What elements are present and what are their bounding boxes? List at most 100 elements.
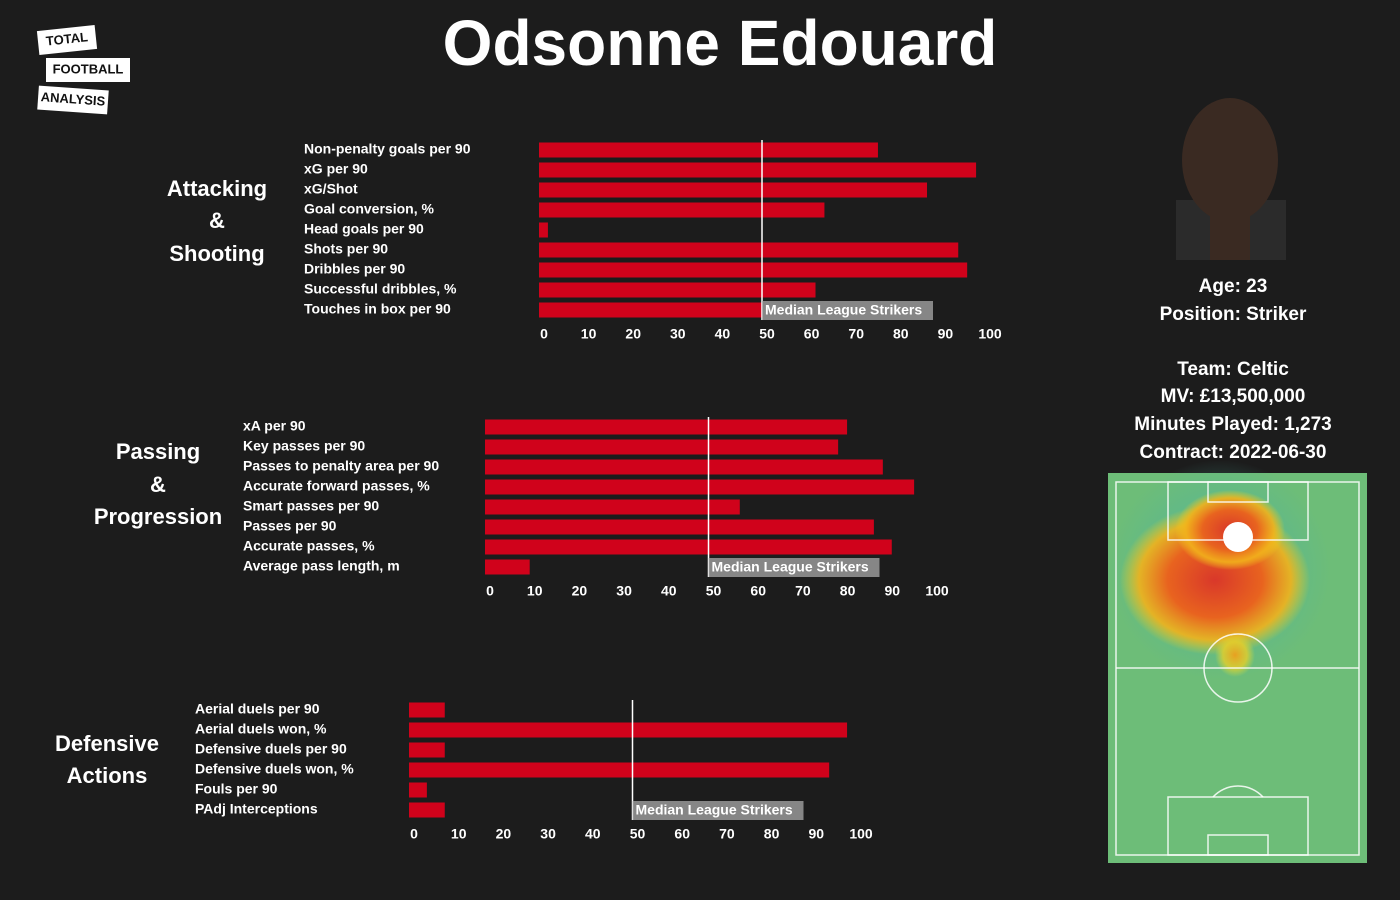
median-label: Median League Strikers [765, 302, 922, 318]
x-tick-label: 90 [809, 826, 825, 842]
category-label: Non-penalty goals per 90 [304, 141, 471, 157]
ball-marker [1223, 522, 1253, 552]
section-title: & [209, 208, 225, 233]
photo-neck [1210, 205, 1250, 260]
category-label: xG per 90 [304, 161, 368, 177]
category-label: xA per 90 [243, 418, 306, 434]
bar [409, 702, 445, 718]
bar [485, 499, 740, 515]
bar [539, 282, 816, 298]
category-label: Touches in box per 90 [304, 301, 451, 317]
logo-box [36, 25, 98, 55]
x-tick-label: 60 [674, 826, 690, 842]
x-tick-label: 50 [630, 826, 646, 842]
x-tick-label: 50 [706, 583, 722, 599]
category-label: Average pass length, m [243, 558, 400, 574]
bar [409, 802, 445, 818]
median-label-bg [632, 801, 804, 820]
pitch-line [1207, 481, 1269, 503]
bar [485, 459, 883, 475]
median-label-bg [708, 558, 880, 577]
section-title: Progression [94, 504, 222, 529]
category-label: Dribbles per 90 [304, 261, 405, 277]
category-label: Goal conversion, % [304, 201, 434, 217]
category-label: Passes to penalty area per 90 [243, 458, 439, 474]
player-photo [1176, 98, 1286, 260]
x-tick-label: 30 [670, 326, 686, 342]
bar [485, 439, 839, 455]
section-title: Actions [67, 763, 148, 788]
bar [539, 262, 968, 278]
x-tick-label: 30 [540, 826, 556, 842]
bar [409, 742, 445, 758]
x-tick-label: 80 [840, 583, 856, 599]
category-label: Accurate forward passes, % [243, 478, 430, 494]
x-tick-label: 10 [581, 326, 597, 342]
x-tick-label: 0 [540, 326, 548, 342]
section-title: & [150, 472, 166, 497]
bar [539, 142, 878, 158]
x-tick-label: 100 [849, 826, 873, 842]
bar [539, 182, 928, 198]
info-line: Minutes Played: 1,273 [1134, 414, 1331, 435]
x-tick-label: 20 [572, 583, 588, 599]
category-label: Defensive duels won, % [195, 761, 354, 777]
x-tick-label: 10 [527, 583, 543, 599]
player-info: Age: 23 Position: Striker Team: Celtic MV: … [1134, 276, 1331, 463]
info-line: MV: £13,500,000 [1161, 386, 1306, 407]
x-tick-label: 70 [795, 583, 811, 599]
info-line: Age: 23 [1199, 276, 1268, 297]
x-tick-label: 20 [496, 826, 512, 842]
logo-text: TOTAL [45, 29, 89, 48]
logo: TOTAL FOOTBALL ANALYSIS [36, 25, 130, 115]
x-tick-label: 50 [759, 326, 775, 342]
heatmap [1108, 460, 1367, 863]
section-title: Attacking [167, 176, 267, 201]
median-label-bg [762, 301, 933, 320]
bar [409, 782, 427, 798]
x-tick-label: 10 [451, 826, 467, 842]
x-tick-label: 100 [978, 326, 1002, 342]
category-label: PAdj Interceptions [195, 801, 318, 817]
median-label: Median League Strikers [636, 802, 793, 818]
x-tick-label: 60 [750, 583, 766, 599]
bar [409, 722, 848, 738]
photo-head [1182, 98, 1278, 222]
logo-box [37, 85, 109, 115]
pitch-line [1212, 785, 1264, 798]
bar [485, 419, 848, 435]
x-tick-label: 20 [625, 326, 641, 342]
bar [485, 539, 892, 555]
x-tick-label: 90 [885, 583, 901, 599]
x-tick-label: 80 [893, 326, 909, 342]
category-label: Aerial duels won, % [195, 721, 327, 737]
median-label: Median League Strikers [712, 559, 869, 575]
category-label: Aerial duels per 90 [195, 701, 320, 717]
bar [539, 302, 762, 318]
info-line: Position: Striker [1160, 304, 1307, 325]
x-tick-label: 40 [715, 326, 731, 342]
logo-text: ANALYSIS [40, 89, 106, 108]
x-tick-label: 40 [585, 826, 601, 842]
info-line: Team: Celtic [1177, 359, 1289, 380]
category-label: xG/Shot [304, 181, 358, 197]
category-label: Accurate passes, % [243, 538, 375, 554]
x-tick-label: 30 [616, 583, 632, 599]
bar [485, 479, 915, 495]
pitch-line [1203, 633, 1273, 703]
category-label: Fouls per 90 [195, 781, 278, 797]
category-label: Key passes per 90 [243, 438, 365, 454]
category-label: Shots per 90 [304, 241, 388, 257]
x-tick-label: 70 [719, 826, 735, 842]
category-label: Defensive duels per 90 [195, 741, 347, 757]
bar [539, 202, 825, 218]
category-label: Successful dribbles, % [304, 281, 457, 297]
bar [539, 242, 959, 258]
bar [539, 222, 548, 238]
section-title: Shooting [169, 241, 264, 266]
pitch-line [1207, 834, 1269, 856]
bar [539, 162, 977, 178]
category-label: Passes per 90 [243, 518, 337, 534]
bar [409, 762, 830, 778]
